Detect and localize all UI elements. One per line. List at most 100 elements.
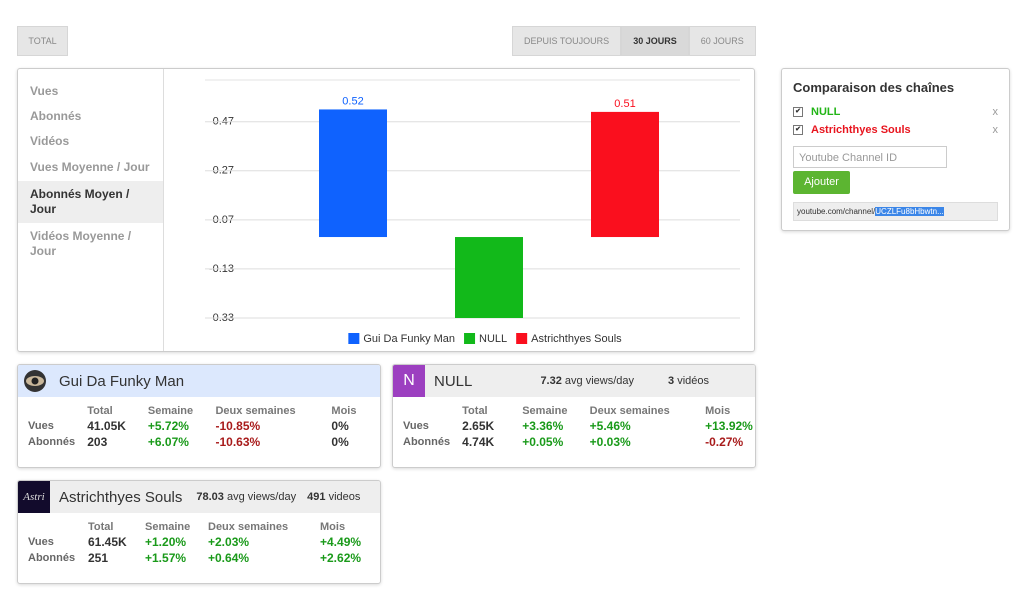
divider (163, 69, 164, 351)
stat-value: 2.65K (462, 419, 495, 433)
corner (403, 405, 462, 419)
stat-value: +13.92% (705, 419, 753, 433)
stats-row: Abonnés 203 +6.07% -10.63% 0% (28, 435, 380, 451)
channel-name: Astrichthyes Souls (59, 488, 183, 506)
channel-meta: 78.03 avg views/day 491 videos (196, 491, 360, 503)
row-label: Abonnés (28, 436, 76, 448)
stat-value: -10.85% (215, 419, 261, 433)
stat-value: +3.36% (522, 419, 564, 433)
stat-value: 251 (88, 551, 109, 565)
channel-card: ​Astri Astrichthyes Souls 78.03 avg views/… (17, 480, 381, 584)
column-header: Total (88, 521, 114, 533)
stat-value: 203 (87, 435, 108, 449)
channel-row: ✔ Astrichthyes Souls x (793, 121, 998, 139)
compare-panel: Comparaison des chaînes ✔ NULL x ✔ Astrichth… (781, 68, 1010, 231)
legend-swatch (464, 333, 476, 344)
channel-card: ​N NULL 7.32 avg views/day 3 vidéos Total Se… (392, 364, 756, 468)
stats-table: Total Semaine Deux semaines Mois Vues 41.05K +… (28, 405, 380, 451)
avg-unit: avg views/day (564, 375, 635, 387)
stat-value: 0% (331, 435, 349, 449)
header-row: Total Semaine Deux semaines Mois (403, 405, 755, 419)
menu-item[interactable]: Vidéos Moyenne / Jour (30, 229, 132, 258)
avatar: ​N (393, 365, 425, 397)
stat-value: +5.46% (589, 419, 631, 433)
videos-unit: vidéos (677, 375, 709, 387)
stat-value: +4.49% (320, 535, 362, 549)
column-header: Semaine (147, 405, 194, 417)
header-row: Total Semaine Deux semaines Mois (28, 405, 380, 419)
bar (591, 111, 659, 238)
row-label: Abonnés (28, 552, 76, 564)
stats-table: Total Semaine Deux semaines Mois Vues 2.65K +3… (403, 405, 755, 451)
legend-swatch (348, 333, 360, 344)
channel-name: Astrichthyes Souls (811, 124, 911, 136)
channel-input[interactable]: Youtube Channel ID (793, 146, 947, 168)
tab[interactable]: TOTAL (17, 26, 68, 56)
row-label: Vues (403, 420, 429, 432)
column-header: Deux semaines (589, 405, 670, 417)
menu-item[interactable]: Vidéos (30, 134, 70, 148)
checkbox[interactable]: ✔ (793, 107, 803, 117)
column-header: Total (462, 405, 488, 417)
bar (319, 109, 387, 238)
value-label: 0.52 (342, 95, 363, 107)
videos-unit: videos (328, 491, 361, 503)
avg: 78.03 (196, 491, 224, 503)
stats-table: Total Semaine Deux semaines Mois Vues 61.45K +… (28, 521, 370, 567)
stat-value: 0% (331, 419, 349, 433)
stats-row: Abonnés 4.74K +0.05% +0.03% -0.27% (403, 435, 755, 451)
channel-card: Gui Da Funky Man Total Semaine Deux semain… (17, 364, 381, 468)
stat-value: +6.07% (147, 435, 189, 449)
range-button[interactable]: 30 JOURS (621, 26, 689, 56)
add-button[interactable]: Ajouter (793, 171, 850, 194)
stat-value: +1.57% (145, 551, 187, 565)
stat-value: +0.05% (522, 435, 564, 449)
column-header: Total (87, 405, 113, 417)
range-group: DEPUIS TOUJOURS 30 JOURS 60 JOURS (512, 26, 756, 56)
channel-meta: 3 vidéos (668, 375, 709, 387)
videos: 3 (668, 375, 675, 387)
url-field[interactable]: youtube.com/channel/UCZLFu8bHbwtn... (793, 202, 998, 221)
stat-value: 4.74K (462, 435, 495, 449)
row-label: Vues (28, 420, 54, 432)
column-header: Semaine (145, 521, 191, 533)
range-button[interactable]: DEPUIS TOUJOURS (512, 26, 622, 56)
checkbox[interactable]: ✔ (793, 125, 803, 135)
channel-list: ✔ NULL x ✔ Astrichthyes Souls x (793, 103, 998, 139)
avg: 7.32 (540, 375, 562, 387)
url-selected: UCZLFu8bHbwtn... (875, 207, 944, 216)
corner (28, 405, 87, 419)
stat-value: 61.45K (88, 535, 127, 549)
menu-item[interactable]: Vues (30, 84, 59, 98)
url: youtube.com/channel/ (797, 207, 876, 216)
column-header: Mois (705, 405, 731, 417)
legend-label: NULL (479, 333, 507, 345)
compare-title: Comparaison des chaînes (793, 80, 955, 95)
stat-value: +2.03% (208, 535, 250, 549)
menu-item[interactable]: Vues Moyenne / Jour (30, 160, 150, 174)
legend-label: Astrichthyes Souls (531, 333, 622, 345)
column-header: Deux semaines (208, 521, 289, 533)
stat-value: +2.62% (320, 551, 362, 565)
stat-value: -10.63% (215, 435, 261, 449)
videos: 491 (307, 491, 326, 503)
avatar (24, 370, 46, 392)
stats-row: Vues 41.05K +5.72% -10.85% 0% (28, 419, 380, 435)
channel-name: NULL (434, 372, 473, 390)
menu-item[interactable]: Abonnés Moyen / Jour (18, 181, 163, 223)
channel-row: ✔ NULL x (793, 103, 998, 121)
stat-value: +1.20% (145, 535, 187, 549)
range-button[interactable]: 60 JOURS (688, 26, 756, 56)
remove[interactable]: x (992, 124, 999, 136)
column-header: Mois (320, 521, 346, 533)
stat-value: +0.64% (208, 551, 250, 565)
value-label: 0.51 (614, 98, 635, 110)
menu: Vues Abonnés Vidéos Vues Moyenne / Jour Abon… (18, 79, 163, 265)
stats-row: Abonnés 251 +1.57% +0.64% +2.62% (28, 551, 370, 567)
remove[interactable]: x (992, 106, 999, 118)
bar (455, 237, 523, 318)
column-header: Deux semaines (215, 405, 296, 417)
menu-item[interactable]: Abonnés (30, 109, 82, 123)
avg-unit: avg views/day (226, 491, 297, 503)
